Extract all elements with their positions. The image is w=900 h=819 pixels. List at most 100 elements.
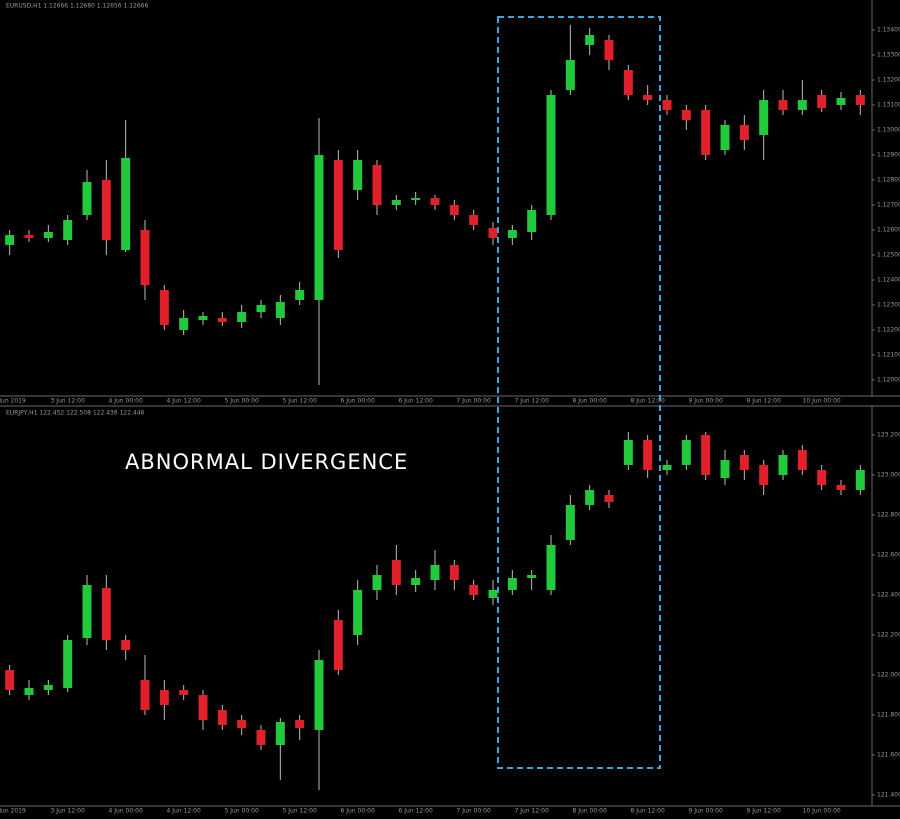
candle-body [140, 680, 150, 710]
y-tick-label: 1.13300 [877, 52, 900, 59]
x-tick-label: 8 Jun 12:00 [631, 808, 665, 815]
candle-body [256, 730, 266, 745]
candle-body [237, 720, 247, 728]
candle-body [643, 95, 653, 100]
candle-body [198, 316, 208, 320]
candle-body [681, 110, 691, 120]
y-tick-label: 1.12100 [877, 352, 900, 359]
candle-body [836, 98, 846, 105]
candle-body [314, 155, 324, 300]
candle-body [24, 235, 34, 238]
candle-body [140, 230, 150, 285]
candle-body [817, 95, 827, 108]
candle-body [623, 70, 633, 95]
y-tick-label: 1.13100 [877, 102, 900, 109]
candle-body [5, 235, 15, 245]
candle-body [643, 440, 653, 470]
y-tick-label: 122.800 [877, 512, 900, 519]
y-tick-label: 1.12600 [877, 227, 900, 234]
candle-body [623, 440, 633, 465]
candle-body [527, 210, 537, 232]
x-tick-label: 6 Jun 00:00 [341, 808, 375, 815]
x-tick-label: 6 Jun 00:00 [341, 398, 375, 405]
x-tick-label: 3 Jun 2019 [0, 398, 26, 405]
x-tick-label: 4 Jun 12:00 [167, 398, 201, 405]
x-tick-label: 9 Jun 12:00 [747, 398, 781, 405]
y-tick-label: 122.400 [877, 592, 900, 599]
candle-body [217, 710, 227, 725]
x-tick-label: 4 Jun 00:00 [109, 808, 143, 815]
x-tick-label: 5 Jun 12:00 [283, 808, 317, 815]
x-tick-label: 9 Jun 12:00 [747, 808, 781, 815]
x-tick-label: 7 Jun 12:00 [515, 398, 549, 405]
x-tick-label: 8 Jun 00:00 [573, 808, 607, 815]
y-tick-label: 122.200 [877, 632, 900, 639]
y-tick-label: 1.12300 [877, 302, 900, 309]
candle-body [720, 460, 730, 478]
candle-body [778, 100, 788, 110]
y-tick-label: 121.800 [877, 712, 900, 719]
x-tick-label: 6 Jun 12:00 [399, 808, 433, 815]
candle-body [469, 585, 479, 595]
candle-body [43, 685, 53, 690]
annotation: ABNORMAL DIVERGENCE [125, 450, 408, 474]
y-tick-label: 1.13200 [877, 77, 900, 84]
candle-body [237, 312, 247, 322]
x-tick-label: 10 Jun 00:00 [803, 398, 841, 405]
candle-body [314, 660, 324, 730]
x-tick-label: 7 Jun 00:00 [457, 808, 491, 815]
y-tick-label: 122.600 [877, 552, 900, 559]
candle-body [604, 495, 614, 502]
candle-body [159, 690, 169, 705]
candle-body [488, 228, 498, 238]
candle-body [759, 100, 769, 135]
candle-body [527, 575, 537, 578]
candle-body [391, 200, 401, 205]
y-tick-label: 1.12200 [877, 327, 900, 334]
candle-body [585, 35, 595, 45]
candle-body [82, 585, 92, 638]
candle-body [449, 565, 459, 580]
candle-body [720, 125, 730, 150]
x-tick-label: 5 Jun 00:00 [225, 398, 259, 405]
candle-body [333, 620, 343, 670]
y-tick-label: 122.000 [877, 672, 900, 679]
candle-body [353, 160, 363, 190]
candle-body [275, 722, 285, 745]
candle-body [488, 590, 498, 598]
candle-body [391, 560, 401, 585]
x-tick-label: 9 Jun 00:00 [689, 808, 723, 815]
y-tick-label: 121.600 [877, 752, 900, 759]
candle-body [411, 578, 421, 585]
candle-body [701, 435, 711, 475]
candle-body [778, 455, 788, 475]
candle-body [353, 590, 363, 635]
x-tick-label: 3 Jun 12:00 [51, 398, 85, 405]
candle-body [43, 232, 53, 238]
candle-body [256, 305, 266, 312]
y-tick-label: 1.12800 [877, 177, 900, 184]
x-tick-label: 4 Jun 12:00 [167, 808, 201, 815]
candle-body [855, 470, 865, 490]
marks: 1.12000 1.12100 1.12200 1.12300 1.12400 1.125… [0, 25, 900, 815]
candle-body [817, 470, 827, 485]
candle-body [662, 100, 672, 110]
y-tick-label: 123.000 [877, 472, 900, 479]
candle-body [662, 465, 672, 470]
x-tick-label: 8 Jun 00:00 [573, 398, 607, 405]
candle-body [855, 95, 865, 105]
candle-body [565, 505, 575, 540]
candle-body [121, 158, 131, 250]
x-tick-label: 8 Jun 12:00 [631, 398, 665, 405]
x-tick-label: 3 Jun 12:00 [51, 808, 85, 815]
candle-body [701, 110, 711, 155]
y-tick-label: 121.400 [877, 792, 900, 799]
x-tick-label: 3 Jun 2019 [0, 808, 26, 815]
x-tick-label: 5 Jun 00:00 [225, 808, 259, 815]
highlight-box [497, 16, 661, 769]
candle-body [507, 578, 517, 590]
candle-body [681, 440, 691, 465]
candle-body [101, 588, 111, 640]
candle-body [546, 95, 556, 215]
